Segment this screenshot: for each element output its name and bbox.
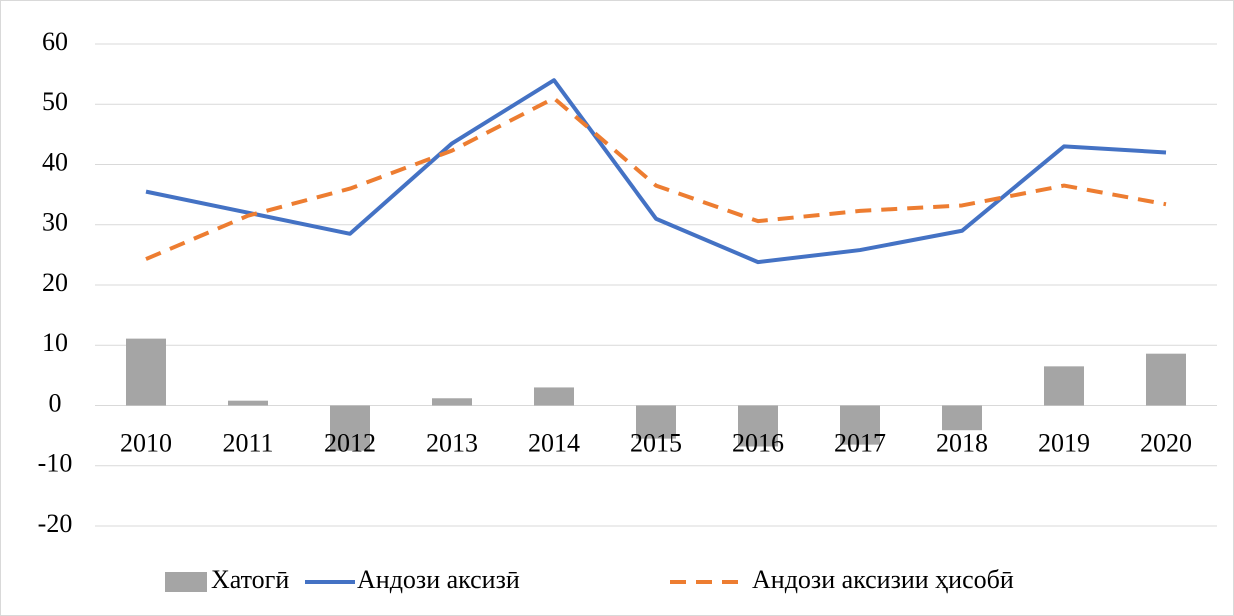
line — [145, 96, 1167, 261]
bar — [432, 398, 472, 406]
bar — [534, 387, 574, 406]
bar — [126, 338, 166, 406]
y-tick-label: 20 — [42, 268, 68, 297]
bar — [228, 400, 268, 406]
bar — [330, 405, 370, 451]
line — [145, 78, 1167, 265]
bar — [738, 405, 778, 447]
y-tick-label: -10 — [38, 449, 73, 478]
y-tick-label: 60 — [42, 27, 68, 56]
bar — [942, 405, 982, 431]
x-tick-label: 2020 — [1140, 428, 1192, 457]
x-tick-label: 2014 — [528, 428, 580, 457]
bar — [1146, 353, 1186, 406]
bar — [636, 405, 676, 439]
x-tick-label: 2015 — [630, 428, 682, 457]
bar — [840, 405, 880, 445]
legend-label: Андози аксизии ҳисобӣ — [752, 565, 1014, 594]
x-tick-label: 2019 — [1038, 428, 1090, 457]
x-tick-label: 2010 — [120, 428, 172, 457]
bar — [1044, 366, 1084, 406]
y-tick-label: 40 — [42, 147, 68, 176]
y-tick-label: 10 — [42, 328, 68, 357]
x-tick-label: 2016 — [732, 428, 784, 457]
x-tick-label: 2012 — [324, 428, 376, 457]
y-tick-label: 30 — [42, 208, 68, 237]
y-tick-label: 0 — [49, 388, 62, 417]
x-tick-label: 2017 — [834, 428, 886, 457]
legend-label: Хатогӣ — [211, 565, 289, 594]
legend-label: Андози аксизӣ — [357, 565, 520, 594]
x-tick-label: 2011 — [222, 428, 273, 457]
x-tick-label: 2013 — [426, 428, 478, 457]
legend-swatch — [165, 572, 207, 592]
y-tick-label: -20 — [38, 509, 73, 538]
y-tick-label: 50 — [42, 87, 68, 116]
x-tick-label: 2018 — [936, 428, 988, 457]
